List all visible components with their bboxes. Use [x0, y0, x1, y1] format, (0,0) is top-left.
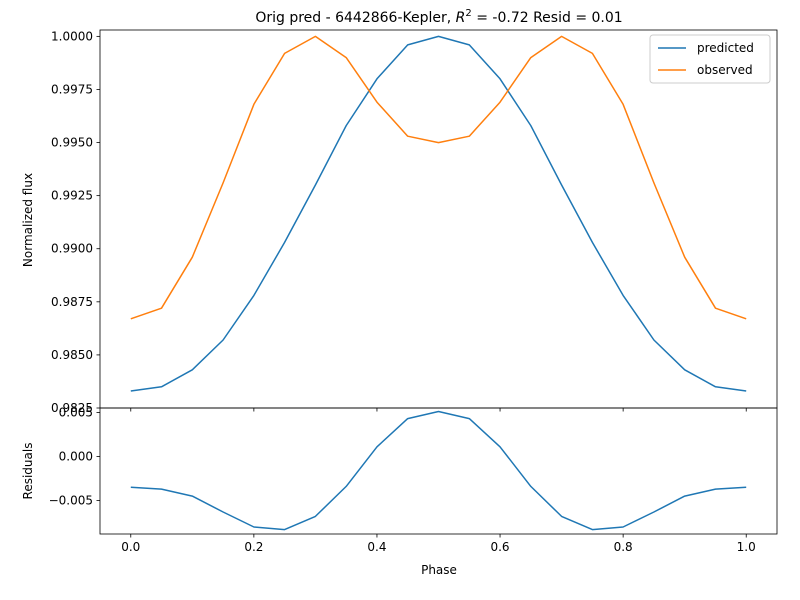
x-tick-label: 0.6: [490, 540, 509, 554]
x-tick-label: 0.2: [244, 540, 263, 554]
bottom-ylabel: Residuals: [21, 443, 35, 500]
bottom-panel: −0.005 0.000 0.005 0.0 0.2 0.4 0.6 0.8 1.0: [49, 405, 778, 554]
legend-box: [649, 34, 771, 84]
legend-label-observed: observed: [697, 63, 753, 77]
x-axis-label: Phase: [421, 563, 457, 577]
top-y-tick-label: 0.9850: [51, 348, 93, 362]
top-y-tick-label: 0.9825: [51, 401, 93, 415]
bottom-y-tick-label: 0.000: [59, 449, 93, 463]
bottom-axes-frame: [99, 407, 778, 535]
top-ylabel: Normalized flux: [21, 173, 35, 267]
top-series-line-observed: [130, 35, 747, 320]
top-y-tick-label: 1.0000: [51, 29, 93, 43]
x-tick-label: 0.8: [614, 540, 633, 554]
top-y-tick-label: 0.9950: [51, 136, 93, 150]
x-tick-label: 0.0: [121, 540, 140, 554]
legend: predicted observed: [649, 34, 771, 84]
top-axes-frame: [99, 29, 778, 409]
top-panel: 0.9825 0.9850 0.9875 0.9900 0.9925 0.9950 0.99…: [51, 29, 778, 415]
bottom-series-line-residuals: [130, 410, 747, 531]
legend-label-predicted: predicted: [697, 41, 754, 55]
x-tick-label: 0.4: [367, 540, 386, 554]
chart-title: Orig pred - 6442866-Kepler, R2 = -0.72 R…: [255, 8, 622, 26]
top-y-tick-label: 0.9975: [51, 82, 93, 96]
top-series-line-predicted: [130, 35, 747, 392]
top-y-tick-label: 0.9900: [51, 242, 93, 256]
bottom-y-tick-label: 0.005: [59, 405, 93, 419]
x-tick-label: 1.0: [737, 540, 756, 554]
top-y-tick-label: 0.9875: [51, 295, 93, 309]
top-y-tick-label: 0.9925: [51, 189, 93, 203]
bottom-y-tick-label: −0.005: [49, 494, 93, 508]
